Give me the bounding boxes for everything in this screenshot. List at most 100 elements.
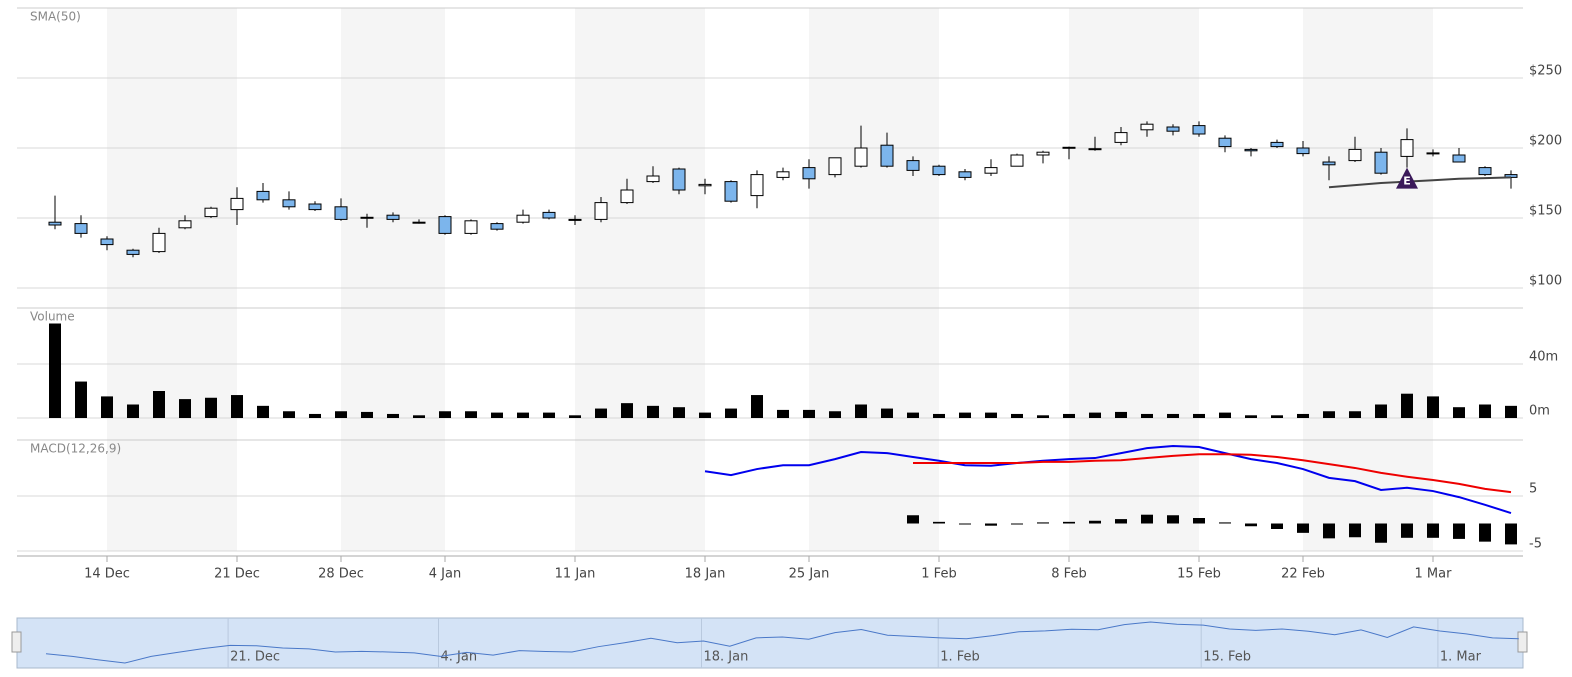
candle-body — [100, 238, 114, 246]
candle-body — [308, 203, 322, 211]
navigator-handle-right[interactable] — [1517, 631, 1528, 653]
x-tick-label: 4 Jan — [429, 567, 461, 582]
volume-bar — [1141, 413, 1153, 418]
candle-body — [646, 175, 660, 183]
y-tick-label: 5 — [1529, 482, 1537, 497]
macd-histogram-bar — [1297, 523, 1309, 533]
candle-body — [490, 223, 504, 230]
candle-body — [932, 165, 946, 176]
macd-line — [704, 444, 1512, 515]
candle-body — [1270, 141, 1284, 148]
volume-bar — [1089, 412, 1101, 418]
volume-bar — [101, 396, 113, 418]
candle-body — [724, 181, 738, 202]
volume-bar — [699, 412, 711, 418]
volume-bar — [1115, 411, 1127, 418]
x-tick-label: 1 Mar — [1415, 567, 1453, 582]
macd-histogram-bar — [1011, 523, 1023, 525]
candle-body — [1452, 154, 1466, 163]
candle-body — [672, 168, 686, 191]
volume-bar — [1479, 404, 1491, 418]
volume-bar — [1193, 413, 1205, 418]
volume-bar — [231, 395, 243, 418]
candle-body — [1062, 146, 1076, 149]
candle-body — [828, 157, 842, 176]
candle-body — [48, 221, 62, 226]
volume-bar — [907, 412, 919, 418]
volume-bar — [127, 404, 139, 418]
candle-body — [438, 216, 452, 234]
candle-body — [1400, 139, 1414, 157]
navigator-label: 15. Feb — [1203, 650, 1251, 665]
candle-body — [1296, 147, 1310, 155]
candle-body — [386, 214, 400, 220]
macd-histogram-bar — [933, 521, 945, 524]
navigator-label: 1. Feb — [940, 650, 980, 665]
navigator[interactable] — [16, 617, 1524, 669]
candle-body — [1322, 161, 1336, 166]
candle-body — [620, 189, 634, 204]
x-tick-label: 1 Feb — [921, 567, 956, 582]
candle-body — [568, 218, 582, 221]
navigator-handle-left[interactable] — [11, 631, 22, 653]
candle-body — [776, 171, 790, 178]
candle-body — [958, 171, 972, 178]
macd-histogram-bar — [985, 523, 997, 526]
x-tick-label: 14 Dec — [84, 567, 130, 582]
macd-histogram-bar — [1193, 518, 1205, 524]
candle-body — [906, 160, 920, 171]
event-label: E — [1403, 175, 1411, 188]
navigator-line — [45, 621, 1519, 664]
macd-histogram-bar — [1219, 522, 1231, 524]
navigator-label: 4. Jan — [441, 650, 478, 665]
macd-histogram-bar — [1349, 523, 1361, 538]
volume-bar — [933, 413, 945, 418]
candle-body — [1166, 126, 1180, 132]
volume-bar — [543, 412, 555, 418]
navigator-label: 18. Jan — [704, 650, 749, 665]
volume-bar — [1323, 411, 1335, 418]
volume-bar — [751, 395, 763, 418]
volume-bar — [413, 415, 425, 418]
volume-bar — [985, 412, 997, 418]
macd-line — [913, 453, 1512, 494]
volume-bar — [75, 381, 87, 418]
candle-body — [1010, 154, 1024, 167]
macd-histogram-bar — [959, 523, 971, 525]
volume-bar — [777, 409, 789, 418]
macd-histogram-bar — [1505, 523, 1517, 545]
volume-bar — [1219, 412, 1231, 418]
candle-body — [360, 216, 374, 219]
y-tick-label: $100 — [1529, 274, 1562, 289]
volume-bar — [1505, 405, 1517, 418]
x-tick-label: 11 Jan — [555, 567, 596, 582]
volume-bar — [335, 411, 347, 418]
macd-histogram-bar — [1115, 519, 1127, 524]
candle-body — [282, 199, 296, 208]
candle-body — [1192, 125, 1206, 135]
macd-histogram-bar — [1089, 520, 1101, 524]
background — [107, 8, 1433, 551]
candle-body — [178, 220, 192, 229]
event-flag — [1396, 167, 1418, 189]
week-band — [809, 8, 939, 551]
y-tick-label: $200 — [1529, 134, 1562, 149]
candle-body — [1426, 152, 1440, 155]
macd-histogram-bar — [1375, 523, 1387, 543]
volume-bar — [1453, 407, 1465, 418]
x-tick-label: 28 Dec — [318, 567, 364, 582]
candle-body — [698, 183, 712, 187]
candle-body — [802, 167, 816, 180]
macd-histogram-bar — [1427, 523, 1439, 538]
x-tick-label: 25 Jan — [789, 567, 830, 582]
candle-body — [256, 190, 270, 201]
volume-bar — [595, 408, 607, 418]
macd-histogram-bar — [1037, 522, 1049, 524]
volume-bar — [309, 413, 321, 418]
volume-bar — [881, 408, 893, 418]
volume-bar — [569, 415, 581, 418]
candle-body — [464, 220, 478, 234]
candle-body — [126, 249, 140, 255]
volume-bar — [855, 404, 867, 418]
